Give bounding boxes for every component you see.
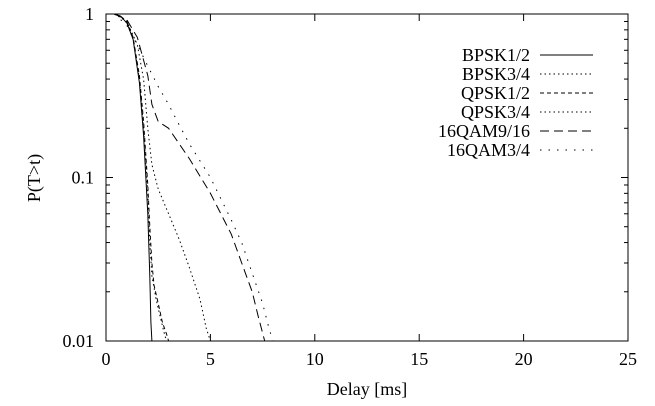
plot-frame: [105, 13, 629, 342]
y-axis-label: P(T>t): [24, 154, 45, 202]
axis-tick-labels: 0 5 10 15 20 25 0.01 0.1 1: [63, 4, 638, 369]
series-lines: [114, 13, 274, 342]
series-line-6: [114, 13, 274, 342]
x-tick-label: 20: [515, 349, 533, 369]
x-tick-label: 5: [206, 349, 215, 369]
y-tick-label: 1: [85, 4, 94, 24]
series-line-1: [114, 13, 153, 342]
series-line-4: [114, 13, 211, 342]
legend-label-6: 16QAM3/4: [447, 140, 530, 160]
legend-label-5: 16QAM9/16: [438, 121, 530, 141]
legend-label-2: BPSK3/4: [462, 64, 530, 84]
y-tick-label: 0.1: [72, 168, 95, 188]
legend-label-1: BPSK1/2: [462, 45, 530, 65]
legend: BPSK1/2BPSK3/4QPSK1/2QPSK3/416QAM9/1616Q…: [438, 45, 593, 160]
y-tick-label: 0.01: [63, 331, 95, 351]
axis-ticks: [105, 13, 629, 342]
x-axis-label: Delay [ms]: [327, 379, 407, 399]
x-tick-label: 25: [619, 349, 637, 369]
legend-label-4: QPSK3/4: [461, 102, 530, 122]
x-tick-label: 0: [102, 349, 111, 369]
legend-label-3: QPSK1/2: [461, 83, 530, 103]
series-line-5: [114, 13, 266, 342]
series-line-3: [114, 13, 170, 342]
x-tick-label: 15: [410, 349, 428, 369]
x-tick-label: 10: [306, 349, 324, 369]
